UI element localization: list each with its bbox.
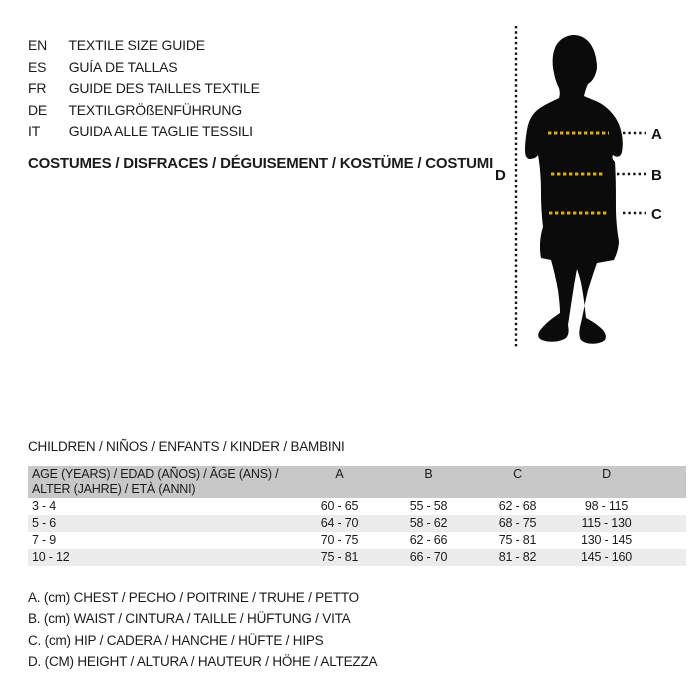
language-row-it: IT GUIDA ALLE TAGLIE TESSILI (28, 121, 260, 143)
section-title-children: CHILDREN / NIÑOS / ENFANTS / KINDER / BA… (28, 439, 345, 454)
language-row-de: DE TEXTILGRÖßENFÜHRUNG (28, 100, 260, 122)
language-code: FR (28, 80, 47, 97)
cell-age: 5 - 6 (32, 516, 57, 530)
cell-chest: 60 - 65 (320, 499, 359, 513)
cell-waist: 66 - 70 (409, 550, 448, 564)
language-code: DE (28, 101, 48, 118)
language-title: TEXTILE SIZE GUIDE (68, 37, 205, 53)
table-row: 3 - 4 60 - 65 55 - 58 62 - 68 98 - 115 (28, 498, 686, 515)
measure-label-b: B (651, 167, 662, 184)
measure-label-a: A (651, 126, 662, 143)
cell-height: 145 - 160 (580, 550, 633, 564)
cell-hip: 81 - 82 (498, 550, 537, 564)
size-table: AGE (YEARS) / EDAD (AÑOS) / ÂGE (ANS) / … (28, 466, 686, 566)
language-code: IT (28, 123, 41, 140)
measure-label-d: D (495, 167, 506, 184)
table-row: 10 - 12 75 - 81 66 - 70 81 - 82 145 - 16… (28, 549, 686, 566)
cell-height: 130 - 145 (580, 533, 633, 547)
table-header-col-a: A (335, 467, 344, 481)
language-code: EN (28, 37, 48, 53)
cell-waist: 58 - 62 (409, 516, 448, 530)
table-header-col-d: D (602, 467, 611, 481)
cell-waist: 62 - 66 (409, 533, 448, 547)
language-row-fr: FR GUIDE DES TAILLES TEXTILE (28, 78, 260, 100)
language-row-en: EN TEXTILE SIZE GUIDE (28, 35, 260, 57)
language-title: GUÍA DE TALLAS (68, 58, 178, 75)
language-list: EN TEXTILE SIZE GUIDE ES GUÍA DE TALLAS … (28, 35, 260, 143)
cell-chest: 70 - 75 (320, 533, 359, 547)
table-header-col-c: C (513, 467, 522, 481)
cell-age: 7 - 9 (32, 533, 57, 547)
legend-hip: C. (cm) HIP / CADERA / HANCHE / HÜFTE / … (28, 632, 324, 648)
legend-height: D. (CM) HEIGHT / ALTURA / HAUTEUR / HÖHE… (28, 653, 378, 669)
table-header-col-b: B (424, 467, 433, 481)
cell-height: 98 - 115 (584, 499, 629, 513)
category-title: COSTUMES / DISFRACES / DÉGUISEMENT / KOS… (28, 155, 494, 172)
cell-age: 10 - 12 (32, 550, 70, 564)
cell-hip: 75 - 81 (498, 533, 537, 547)
measure-label-c: C (651, 206, 662, 223)
cell-hip: 68 - 75 (498, 516, 537, 530)
cell-chest: 64 - 70 (320, 516, 359, 530)
table-header-age: AGE (YEARS) / EDAD (AÑOS) / ÂGE (ANS) / … (28, 467, 295, 498)
table-header-age-line1: AGE (YEARS) / EDAD (AÑOS) / ÂGE (ANS) / (32, 467, 279, 481)
table-header-age-line2: ALTER (JAHRE) / ETÀ (ANNI) (32, 482, 196, 496)
table-row: 5 - 6 64 - 70 58 - 62 68 - 75 115 - 130 (28, 515, 686, 532)
legend-waist: B. (cm) WAIST / CINTURA / TAILLE / HÜFTU… (28, 611, 351, 627)
cell-hip: 62 - 68 (498, 499, 537, 513)
cell-chest: 75 - 81 (320, 550, 359, 564)
child-silhouette-figure: A B C D (495, 26, 662, 347)
language-row-es: ES GUÍA DE TALLAS (28, 57, 260, 79)
table-row: 7 - 9 70 - 75 62 - 66 75 - 81 130 - 145 (28, 532, 686, 549)
cell-height: 115 - 130 (581, 516, 632, 530)
language-code: ES (28, 58, 47, 75)
cell-waist: 55 - 58 (409, 499, 448, 513)
cell-age: 3 - 4 (32, 499, 57, 513)
language-title: TEXTILGRÖßENFÜHRUNG (68, 101, 242, 118)
language-title: GUIDE DES TAILLES TEXTILE (68, 80, 260, 97)
measurement-legend: A. (cm) CHEST / PECHO / POITRINE / TRUHE… (28, 587, 377, 672)
child-silhouette (525, 35, 623, 344)
table-header-row: AGE (YEARS) / EDAD (AÑOS) / ÂGE (ANS) / … (28, 466, 686, 498)
legend-chest: A. (cm) CHEST / PECHO / POITRINE / TRUHE… (28, 590, 359, 605)
language-title: GUIDA ALLE TAGLIE TESSILI (68, 123, 253, 140)
